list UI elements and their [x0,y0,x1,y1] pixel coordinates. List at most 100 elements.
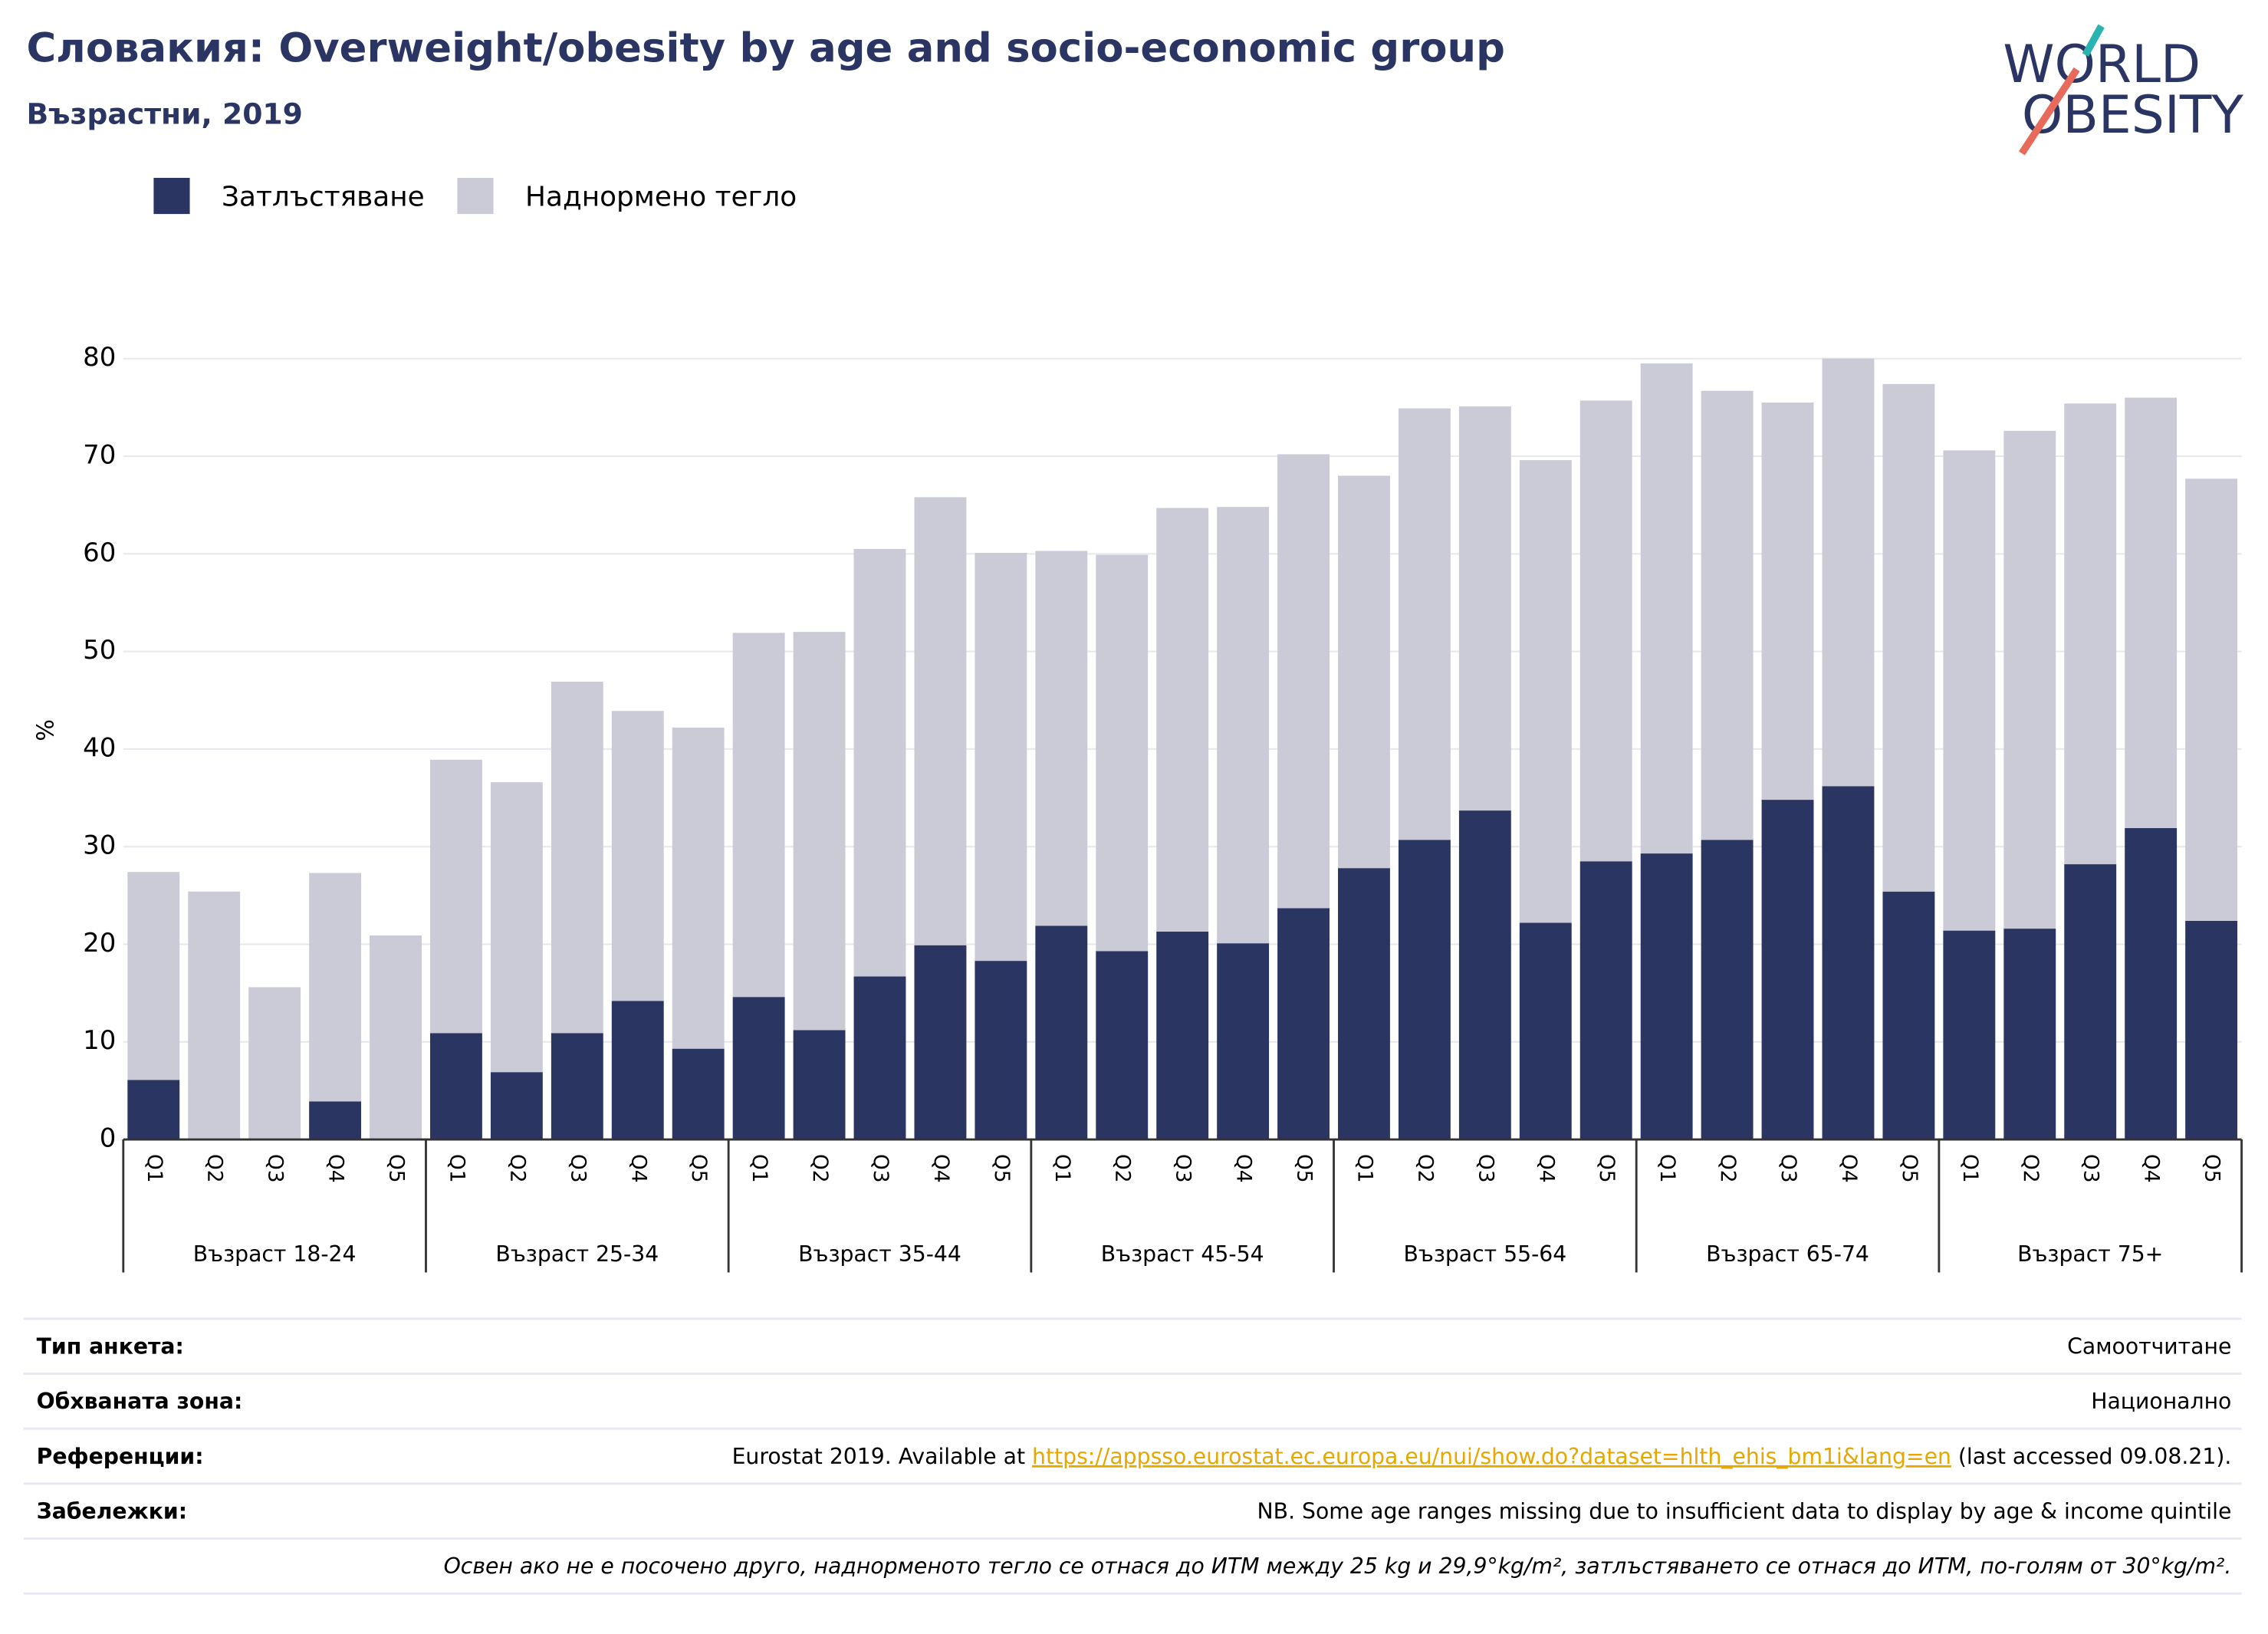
y-tick-label: 20 [83,928,116,958]
bar-segment [1943,930,1996,1140]
x-tick-label: Q3 [1172,1154,1195,1183]
x-tick-label: Q1 [445,1154,468,1183]
bar-segment [2003,430,2056,929]
bar-segment [1822,358,1875,787]
x-tick-label: Q5 [2201,1154,2224,1183]
bar-segment [1458,406,1511,811]
chart-title: Словакия: Overweight/obesity by age and … [26,25,1504,72]
y-tick-label: 60 [83,538,116,568]
bar-segment [1217,943,1270,1140]
bar-segment [975,553,1027,962]
row-value: NB. Some age ranges missing due to insuf… [1257,1499,2232,1524]
bar-segment [1519,922,1572,1140]
bar-segment [1338,868,1390,1140]
x-tick-label: Q2 [505,1154,529,1183]
bar-segment [370,935,422,1140]
x-tick-label: Q4 [1837,1154,1861,1183]
bar-segment [1519,460,1572,923]
x-tick-label: Q1 [143,1154,166,1183]
x-tick-label: Q3 [1474,1154,1497,1183]
bar-segment [490,782,543,1073]
bar-segment [1338,475,1390,869]
bar-segment [1579,400,1632,862]
bar-segment [1822,786,1875,1140]
x-tick-label: Q5 [687,1154,711,1183]
bar-segment [975,961,1027,1140]
x-tick-label: Q4 [1232,1154,1256,1183]
bar-segment [793,1030,846,1140]
x-tick-label: Q2 [2019,1154,2043,1183]
bar-segment [2064,403,2117,865]
bar-segment [2185,478,2238,921]
group-label: Възраст 25-34 [495,1241,659,1267]
x-tick-label: Q5 [385,1154,409,1183]
bar-segment [732,997,785,1140]
bar-segment [309,1101,362,1140]
bar-segment [732,633,785,998]
bar-segment [2185,920,2238,1140]
chart-subtitle: Възрастни, 2019 [26,97,302,130]
logo-text: WORLD [2003,35,2201,95]
bar-segment [1701,840,1754,1140]
x-tick-label: Q4 [2140,1154,2164,1183]
x-tick-label: Q3 [264,1154,288,1183]
group-label: Възраст 45-54 [1101,1241,1264,1267]
legend-label: Наднормено тегло [525,181,797,212]
bar-segment [551,682,603,1034]
bar-segment [188,891,241,1140]
group-label: Възраст 75+ [2017,1241,2163,1267]
y-tick-label: 0 [100,1123,117,1154]
bar-segment [611,711,664,1001]
bar-segment [1096,554,1149,952]
x-tick-label: Q1 [748,1154,771,1183]
y-tick-label: 40 [83,732,116,763]
bar-segment [1156,931,1209,1140]
x-tick-label: Q2 [1413,1154,1437,1183]
bar-segment [2064,864,2117,1140]
group-label: Възраст 65-74 [1706,1241,1869,1267]
bar-segment [1035,925,1088,1140]
bar-segment [1640,853,1693,1140]
row-value-part: (last accessed 09.08.21). [1951,1444,2231,1469]
bar-segment [914,945,967,1140]
bar-segment [430,759,482,1034]
bar-segment [309,873,362,1102]
bar-segment [1096,951,1149,1140]
logo-text: OBESITY [2022,85,2243,146]
bar-segment [672,1048,725,1140]
bar-segment [1761,800,1814,1140]
x-tick-label: Q4 [1534,1154,1558,1183]
y-axis-label: % [32,719,59,741]
bar-segment [1458,810,1511,1140]
bar-segment [853,976,906,1140]
bar-segment [1398,408,1451,840]
bar-segment [1277,454,1330,909]
row-label: Референции: [37,1444,204,1469]
bar-segment [127,1080,180,1140]
bar-segment [2125,827,2178,1140]
bar-segment [2125,397,2178,828]
bar-segment [1398,840,1451,1140]
y-tick-label: 30 [83,830,116,861]
reference-link[interactable]: https://appsso.eurostat.ec.europa.eu/nui… [1032,1444,1951,1469]
group-label: Възраст 55-64 [1403,1241,1566,1267]
x-tick-label: Q2 [1111,1154,1135,1183]
row-label: Обхваната зона: [37,1389,243,1414]
x-tick-label: Q4 [929,1154,953,1183]
group-label: Възраст 18-24 [193,1241,357,1267]
legend-swatch [153,177,190,215]
bar-segment [1761,402,1814,801]
row-label: Забележки: [37,1499,187,1524]
bar-segment [551,1033,603,1140]
bar-segment [127,872,180,1080]
bar-segment [430,1033,482,1140]
logo-slash [2082,24,2105,57]
row-label: Тип анкета: [37,1334,184,1359]
x-tick-label: Q4 [324,1154,348,1183]
y-tick-label: 50 [83,635,116,666]
row-value-part: Самоотчитане [2067,1334,2231,1359]
legend-label: Затлъстяване [222,181,425,212]
row-value-part: Национално [2091,1389,2231,1414]
x-tick-label: Q1 [1353,1154,1376,1183]
bar-segment [611,1001,664,1140]
